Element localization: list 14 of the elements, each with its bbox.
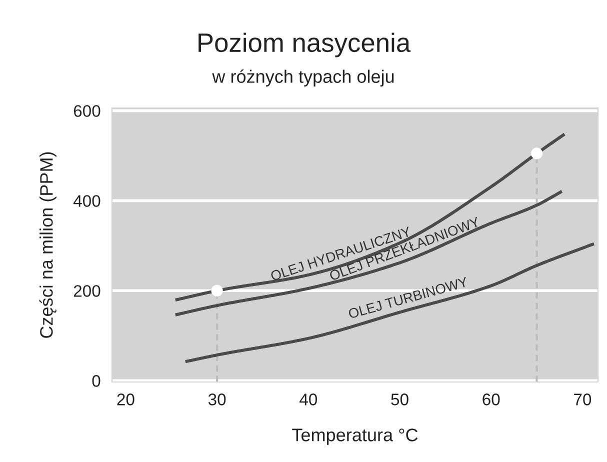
x-tick-label: 30 [208,394,226,406]
x-tick-label: 70 [574,394,592,406]
x-tick-label: 50 [391,394,408,406]
x-axis-title: Temperatura °C [292,428,418,445]
y-tick-label: 400 [73,195,100,207]
y-tick-label: 200 [74,285,100,297]
x-tick-label: 20 [117,394,134,406]
chart-subtitle: w różnych typach oleju [212,69,394,87]
chart-title: Poziom nasycenia [198,32,411,58]
x-tick-label: 60 [482,394,500,406]
x-tick-label: 40 [300,394,318,406]
y-axis-title: Części na milion (PPM) [39,152,56,338]
y-tick-label: 0 [92,375,100,387]
y-tick-label: 600 [74,105,100,117]
